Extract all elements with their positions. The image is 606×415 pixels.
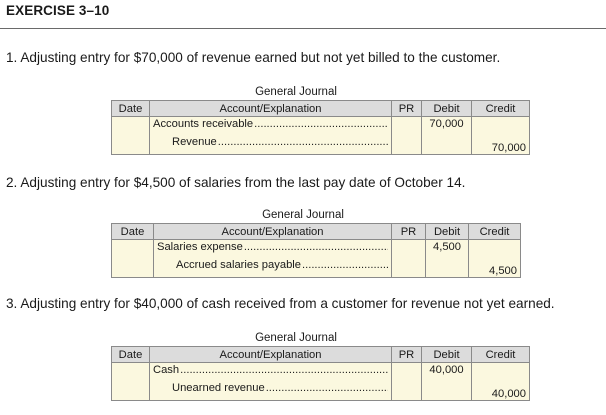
exercise-title: EXERCISE 3–10: [6, 3, 110, 18]
pr-cell[interactable]: [391, 382, 422, 401]
credit-cell[interactable]: [471, 116, 530, 136]
journal-title: General Journal: [255, 332, 337, 344]
general-journal-3: General Journal Date Account/Explanation…: [111, 330, 530, 401]
debit-header: Debit: [421, 100, 472, 117]
account-cell[interactable]: Unearned revenue........................…: [149, 382, 392, 401]
journal-table-3: Date Account/Explanation PR Debit Credit…: [111, 346, 530, 401]
date-header: Date: [111, 223, 154, 240]
table-row: Accrued salaries payable................…: [111, 259, 521, 278]
date-cell[interactable]: [111, 382, 150, 401]
table-row: Revenue.................................…: [111, 136, 530, 155]
debit-account: Accounts receivable: [153, 118, 254, 130]
pr-cell[interactable]: [391, 362, 422, 382]
pr-header: PR: [391, 223, 426, 240]
leader-dots: ........................................…: [265, 382, 388, 394]
leader-dots: ........................................…: [302, 259, 388, 271]
journal-title: General Journal: [255, 86, 337, 98]
account-header: Account/Explanation: [149, 100, 392, 117]
journal-header-row: Date Account/Explanation PR Debit Credit: [111, 346, 530, 363]
date-cell[interactable]: [111, 136, 150, 155]
credit-amount[interactable]: 70,000: [471, 136, 530, 155]
debit-cell[interactable]: [425, 259, 469, 278]
question-2: 2. Adjusting entry for $4,500 of salarie…: [6, 175, 466, 190]
leader-dots: ........................................…: [180, 364, 388, 376]
leader-dots: ........................................…: [217, 136, 388, 148]
account-cell[interactable]: Accrued salaries payable................…: [153, 259, 392, 278]
pr-cell[interactable]: [391, 259, 426, 278]
date-header: Date: [111, 346, 150, 363]
account-cell[interactable]: Accounts receivable.....................…: [149, 116, 392, 136]
credit-cell[interactable]: [468, 239, 521, 259]
debit-amount[interactable]: 4,500: [425, 239, 469, 259]
credit-account: Revenue: [172, 136, 217, 148]
leader-dots: ........................................…: [254, 118, 388, 130]
credit-header: Credit: [468, 223, 521, 240]
pr-cell[interactable]: [391, 116, 422, 136]
credit-amount[interactable]: 40,000: [471, 382, 530, 401]
account-cell[interactable]: Salaries expense........................…: [153, 239, 392, 259]
general-journal-2: General Journal Date Account/Explanation…: [111, 207, 521, 278]
credit-amount[interactable]: 4,500: [468, 259, 521, 278]
journal-title: General Journal: [262, 209, 344, 221]
table-row: Unearned revenue........................…: [111, 382, 530, 401]
general-journal-1: General Journal Date Account/Explanation…: [111, 84, 530, 155]
account-cell[interactable]: Cash....................................…: [149, 362, 392, 382]
credit-header: Credit: [471, 100, 530, 117]
debit-account: Salaries expense: [157, 241, 243, 253]
debit-account: Cash: [153, 364, 180, 376]
date-cell[interactable]: [111, 259, 154, 278]
journal-header-row: Date Account/Explanation PR Debit Credit: [111, 223, 521, 240]
question-3: 3. Adjusting entry for $40,000 of cash r…: [6, 296, 555, 311]
account-header: Account/Explanation: [149, 346, 392, 363]
journal-header-row: Date Account/Explanation PR Debit Credit: [111, 100, 530, 117]
credit-header: Credit: [471, 346, 530, 363]
pr-cell[interactable]: [391, 239, 426, 259]
question-1: 1. Adjusting entry for $70,000 of revenu…: [6, 50, 501, 65]
date-header: Date: [111, 100, 150, 117]
debit-header: Debit: [425, 223, 469, 240]
account-header: Account/Explanation: [153, 223, 392, 240]
debit-cell[interactable]: [421, 136, 472, 155]
leader-dots: ........................................…: [243, 241, 388, 253]
date-cell[interactable]: [111, 116, 150, 136]
debit-amount[interactable]: 40,000: [421, 362, 472, 382]
table-row: Cash....................................…: [111, 362, 530, 382]
pr-header: PR: [391, 346, 422, 363]
account-cell[interactable]: Revenue.................................…: [149, 136, 392, 155]
table-row: Accounts receivable.....................…: [111, 116, 530, 136]
journal-table-2: Date Account/Explanation PR Debit Credit…: [111, 223, 521, 278]
debit-amount[interactable]: 70,000: [421, 116, 472, 136]
title-divider: [0, 28, 606, 29]
debit-cell[interactable]: [421, 382, 472, 401]
credit-account: Unearned revenue: [172, 382, 265, 394]
pr-header: PR: [391, 100, 422, 117]
credit-cell[interactable]: [471, 362, 530, 382]
date-cell[interactable]: [111, 362, 150, 382]
table-row: Salaries expense........................…: [111, 239, 521, 259]
credit-account: Accrued salaries payable: [176, 259, 301, 271]
debit-header: Debit: [421, 346, 472, 363]
date-cell[interactable]: [111, 239, 154, 259]
journal-table-1: Date Account/Explanation PR Debit Credit…: [111, 100, 530, 155]
pr-cell[interactable]: [391, 136, 422, 155]
